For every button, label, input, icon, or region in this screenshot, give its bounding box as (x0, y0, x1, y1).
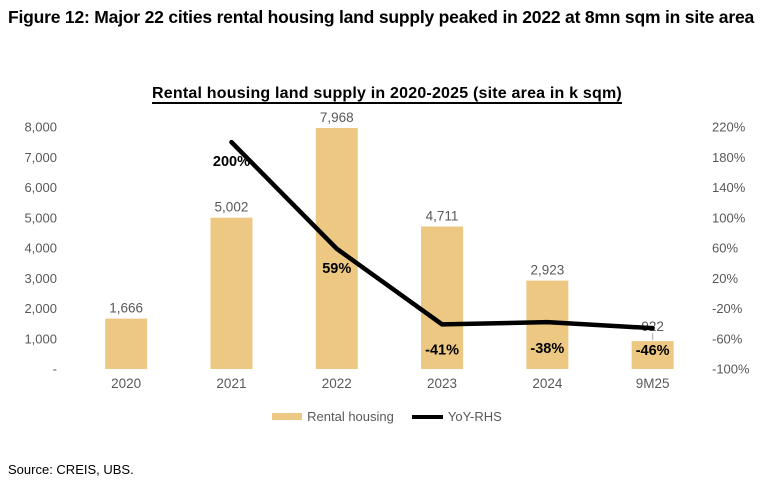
bar-2020 (105, 318, 148, 369)
bar-9M25 (631, 341, 674, 369)
bar-value-label: 4,711 (426, 208, 459, 223)
chart-title-text: Rental housing land supply in 2020-2025 … (152, 85, 622, 102)
right-axis-tick-label: -60% (712, 331, 743, 346)
bar-2023 (421, 226, 464, 369)
bar-value-label: 1,666 (109, 301, 143, 316)
yoy-value-label: 200% (213, 154, 250, 170)
yoy-value-label: -38% (530, 341, 564, 357)
figure-title: Figure 12: Major 22 cities rental housin… (8, 7, 755, 27)
source-note: Source: CREIS, UBS. (8, 462, 134, 477)
left-axis-tick-label: 5,000 (24, 210, 57, 225)
left-axis-tick-label: 1,000 (24, 331, 57, 346)
right-axis-tick-label: 60% (712, 241, 738, 256)
legend: Rental housing YoY-RHS (0, 409, 774, 424)
yoy-line (229, 139, 655, 331)
right-axis-tick-label: 20% (712, 271, 738, 286)
bar-value-label: 5,002 (215, 200, 249, 215)
legend-item-rental-housing: Rental housing (272, 409, 394, 424)
left-axis-tick-label: 8,000 (24, 120, 57, 135)
right-axis-tick-label: 220% (712, 120, 746, 135)
right-axis-tick-label: 140% (712, 180, 746, 195)
right-axis-tick-label: -100% (712, 362, 750, 377)
legend-line-swatch-icon (411, 414, 443, 419)
legend-bar-swatch-icon (272, 413, 303, 420)
x-axis-label-2023: 2023 (427, 376, 457, 391)
bar-value-label: 2,923 (530, 263, 564, 278)
x-axis-label-9M25: 9M25 (636, 376, 670, 391)
legend-item-yoy-rhs: YoY-RHS (411, 409, 502, 424)
chart-title: Rental housing land supply in 2020-2025 … (0, 85, 774, 103)
bar-value-label: 7,968 (320, 110, 354, 125)
left-axis-tick-label: 2,000 (24, 301, 57, 316)
yoy-value-label: 59% (322, 261, 351, 277)
right-axis-tick-label: 100% (712, 210, 746, 225)
x-axis-label-2021: 2021 (216, 376, 246, 391)
right-axis-tick-label: -20% (712, 301, 743, 316)
left-axis-tick-label: 3,000 (24, 271, 57, 286)
x-axis-label-2020: 2020 (111, 376, 141, 391)
left-axis-tick-label: 4,000 (24, 241, 57, 256)
bar-2021 (210, 217, 253, 369)
yoy-value-label: -41% (425, 342, 459, 358)
left-axis-tick-label: 7,000 (24, 150, 57, 165)
x-axis-label-2024: 2024 (532, 376, 563, 391)
left-axis-tick-label: 6,000 (24, 180, 57, 195)
left-axis-tick-label: - (53, 362, 57, 377)
right-axis-tick-label: 180% (712, 150, 746, 165)
x-axis-label-2022: 2022 (322, 376, 352, 391)
yoy-value-label: -46% (636, 343, 670, 359)
legend-label-yoy-rhs: YoY-RHS (447, 409, 502, 424)
legend-label-rental-housing: Rental housing (307, 409, 394, 424)
